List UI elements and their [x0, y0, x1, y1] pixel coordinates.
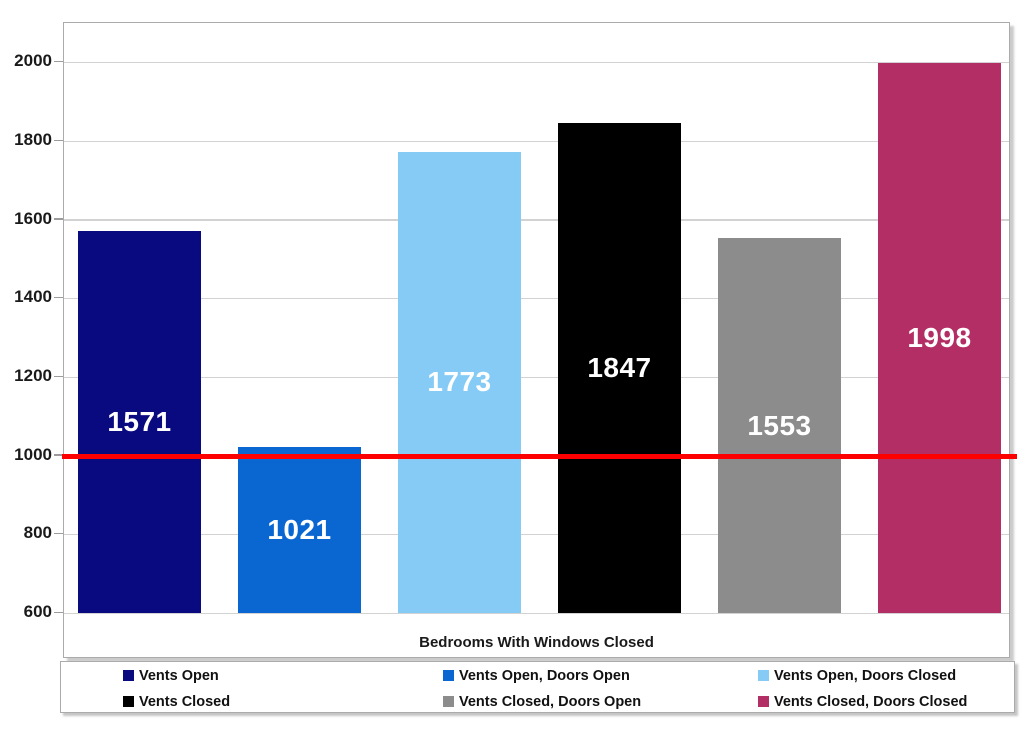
reference-line: [62, 453, 1017, 459]
gridline: [64, 140, 1009, 142]
gridline: [64, 376, 1009, 378]
y-axis-tick-label: 1200: [14, 366, 52, 385]
legend-item-label: Vents Closed, Doors Open: [459, 693, 642, 710]
y-axis-tick-mark: [54, 218, 63, 220]
legend-item-label: Vents Open, Doors Closed: [774, 667, 957, 684]
legend-item-label: Vents Open, Doors Open: [459, 667, 630, 684]
bar: 1553: [718, 238, 841, 613]
y-axis-tick-mark: [54, 296, 63, 299]
legend-item: Vents Closed, Doors Closed: [758, 693, 967, 710]
bar-value-label: 1773: [427, 366, 492, 398]
legend-swatch-icon: [443, 670, 454, 681]
y-axis-tick-mark: [54, 454, 63, 456]
bar-value-label: 1021: [267, 514, 332, 546]
legend-swatch-icon: [758, 670, 769, 681]
bar: 1021: [238, 447, 361, 613]
gridline: [64, 612, 1009, 614]
y-axis-tick-mark: [54, 532, 63, 535]
plot-area: 1571 1021 1773 1847 1553 1998 Bedrooms With W…: [62, 22, 1017, 658]
legend-item: Vents Open, Doors Closed: [758, 667, 956, 684]
y-axis-tick-label: 1800: [14, 130, 52, 149]
legend-item-label: Vents Closed, Doors Closed: [774, 693, 968, 710]
y-axis-tick-label: 600: [23, 602, 52, 621]
legend-swatch-icon: [123, 696, 134, 707]
gridline: [64, 61, 1009, 64]
gridline: [64, 297, 1009, 300]
y-axis-tick-label: 1600: [14, 208, 52, 228]
bar-value-label: 1847: [587, 351, 652, 383]
bar: 1571: [78, 231, 201, 613]
y-axis-tick-mark: [54, 611, 63, 613]
bar-value-label: 1553: [747, 409, 812, 441]
y-axis-tick-mark: [54, 375, 63, 377]
y-axis-tick-mark: [54, 139, 63, 141]
legend-item: Vents Open: [123, 667, 219, 684]
y-axis-tick-label: 1400: [14, 287, 52, 307]
gridline: [64, 533, 1009, 536]
bar-value-label: 1998: [907, 322, 972, 354]
bar: 1847: [558, 122, 681, 613]
legend-item: Vents Open, Doors Open: [443, 667, 630, 684]
legend-swatch-icon: [123, 670, 134, 681]
y-axis-tick-label: 2000: [14, 51, 52, 71]
legend-item: Vents Closed, Doors Open: [443, 693, 641, 710]
y-axis-tick-label: 800: [23, 523, 52, 543]
legend-item-label: Vents Closed: [139, 693, 231, 710]
legend-item-label: Vents Open: [139, 667, 219, 684]
y-axis-tick-label: 1000: [14, 444, 52, 464]
legend-swatch-icon: [758, 696, 769, 707]
bar: 1998: [878, 63, 1001, 613]
legend-item: Vents Closed: [123, 693, 230, 710]
legend-swatch-icon: [443, 696, 454, 707]
bar-value-label: 1571: [107, 406, 172, 438]
x-axis-label: Bedrooms With Windows Closed: [419, 634, 654, 651]
legend: Vents Open Vents Open, Doors Open Vents Op…: [60, 661, 1015, 713]
bar: 1773: [398, 151, 521, 613]
gridline: [64, 219, 1009, 221]
y-axis-tick-mark: [54, 60, 63, 63]
